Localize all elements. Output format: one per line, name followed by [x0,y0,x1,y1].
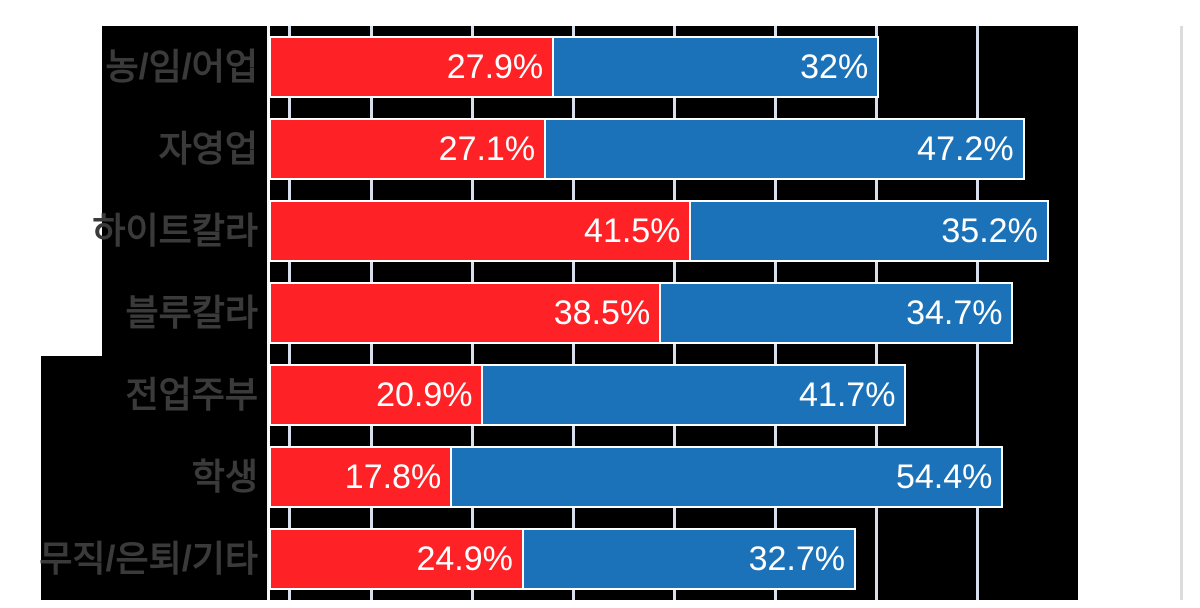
plot-background-extension [41,356,102,600]
bar-value-label-blue: 32% [800,48,869,86]
bar-segment-blue [481,364,907,426]
bar-value-label-red: 20.9% [376,376,473,414]
bar-segment-red [268,282,662,344]
bar-value-label-blue: 35.2% [941,212,1038,250]
bar-segment-red [268,200,692,262]
category-label: 농/임/어업 [105,46,258,87]
bar-value-label-blue: 47.2% [917,130,1014,168]
bar-value-label-blue: 41.7% [799,376,896,414]
bar-value-label-red: 38.5% [553,294,651,332]
bar-segment-red [268,36,555,98]
bar-value-label-blue: 32.7% [748,540,845,578]
bar-value-label-blue: 54.4% [895,458,993,496]
category-label: 무직/은퇴/기타 [39,538,258,579]
bar-segment-red [268,446,453,508]
bar-segment-blue [689,200,1049,262]
bar-value-label-red: 41.5% [584,212,681,250]
bar-segment-blue [552,36,880,98]
bar-value-label-red: 27.1% [438,130,536,168]
bar-value-label-red: 24.9% [416,540,513,578]
bar-value-label-red: 17.8% [344,458,442,496]
bar-segment-red [268,528,524,590]
bar-segment-blue [450,446,1004,508]
category-label: 학생 [191,456,258,497]
category-label: 하이트칼라 [92,210,258,251]
bar-segment-red [268,364,484,426]
bar-segment-red [268,118,547,180]
bar-value-label-blue: 34.7% [906,294,1003,332]
bar-segment-blue [544,118,1025,180]
page-edge-rule [1180,26,1183,600]
bar-value-label-red: 27.9% [446,48,544,86]
bar-segment-blue [521,528,856,590]
category-label: 자영업 [158,128,258,169]
bar-segment-blue [659,282,1014,344]
category-label: 전업주부 [125,374,258,415]
category-label: 블루칼라 [125,292,258,333]
